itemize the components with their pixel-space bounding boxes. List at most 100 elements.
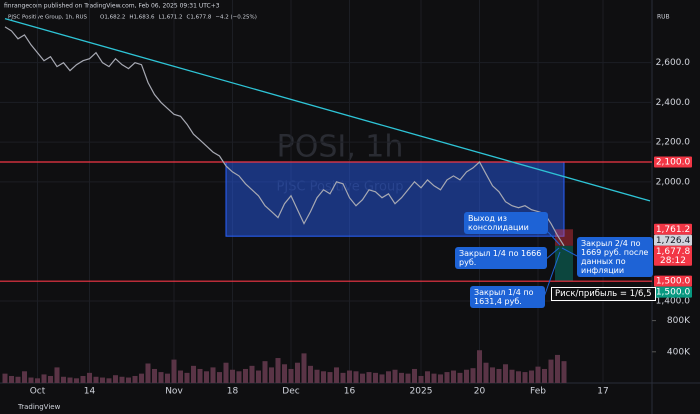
arrow	[543, 251, 561, 298]
volume-bar	[548, 359, 554, 383]
arrow	[561, 247, 578, 257]
volume-bar	[327, 372, 333, 383]
y-tick-label: 2,600.0	[656, 58, 691, 68]
ohlc-value: O1,682.2	[100, 15, 125, 21]
volume-bar	[425, 371, 430, 383]
volume-bar	[308, 365, 313, 383]
volume-bar	[191, 365, 196, 383]
volume-bar	[321, 371, 326, 383]
risk-reward: Риск/прибыль = 1/6,5	[551, 287, 656, 301]
volume-bar	[353, 371, 359, 383]
price-label: 1,500.0	[656, 288, 691, 298]
volume-bar	[35, 378, 40, 383]
volume-bar	[171, 359, 177, 383]
target-zone	[555, 245, 573, 282]
volume-bar	[386, 371, 391, 383]
volume-bar	[477, 350, 482, 383]
volume-bar	[522, 372, 528, 383]
currency: RUB	[657, 14, 670, 21]
volume-bar	[366, 372, 372, 383]
volume-bar	[61, 376, 66, 383]
volume-bar	[535, 366, 541, 383]
volume-bar	[470, 368, 476, 383]
ohlc-value: L1,671.2	[158, 15, 182, 21]
volume-bar	[41, 374, 47, 383]
volume-bar	[399, 372, 404, 383]
volume-bar	[132, 375, 138, 383]
volume-bar	[451, 370, 456, 383]
symbol: PJSC Positive Group, 1h, RUS	[8, 15, 88, 21]
volume-bar	[516, 371, 521, 383]
volume-bar	[165, 373, 170, 383]
volume-bar	[509, 369, 515, 383]
volume-bar	[262, 361, 268, 383]
volume-bar	[249, 365, 255, 383]
volume-bar	[457, 372, 463, 383]
volume-bar	[145, 363, 151, 383]
annotation: Закрыл 2/4 по 1669 руб. после данных по …	[577, 237, 653, 277]
volume-bar	[490, 367, 495, 383]
volume-bar	[28, 377, 34, 383]
volume-bar	[217, 372, 222, 383]
x-tick-label: Oct	[30, 387, 46, 397]
volume-bar	[282, 364, 287, 383]
y-tick-label: 2,400.0	[656, 98, 691, 108]
price-label-box	[654, 275, 692, 287]
price-label: 1,761.2	[656, 225, 690, 235]
x-tick-label: 20	[474, 387, 486, 397]
volume-bar	[139, 373, 144, 383]
x-tick-label: 14	[84, 387, 96, 397]
x-tick-label: 18	[227, 387, 239, 397]
annotation: Выход из консолидации	[464, 212, 548, 234]
ohlc-value: C1,677.8	[187, 15, 212, 21]
ohlc-value: −4.2 (−0.25%)	[215, 15, 256, 21]
price-label-box	[654, 245, 692, 266]
y-tick-label: 2,200.0	[656, 138, 691, 148]
volume-bar	[204, 371, 209, 383]
volume-bar	[210, 367, 216, 383]
volume-bar	[392, 369, 398, 383]
x-tick-label: Feb	[530, 387, 546, 397]
volume-bar	[412, 368, 417, 383]
watermark: POSI, 1h	[277, 130, 404, 165]
trendline	[4, 17, 651, 202]
annotation: Закрыл 1/4 по 1631,4 руб.	[470, 286, 545, 308]
price-label-box	[654, 286, 692, 298]
volume-bar	[15, 376, 21, 383]
volume-bar	[126, 377, 131, 383]
volume-bar	[2, 373, 8, 383]
volume-bar	[405, 373, 411, 383]
y2-tick-label: 400K	[667, 347, 691, 357]
x-tick-label: 2025	[410, 387, 433, 397]
volume-bar	[288, 368, 294, 383]
price-label: 1,677.8	[656, 247, 691, 257]
volume-bar	[301, 353, 307, 383]
volume-bar	[269, 367, 274, 383]
volume-bar	[87, 372, 92, 383]
volume-bar	[464, 369, 469, 383]
volume-bar	[561, 361, 567, 383]
volume-bar	[418, 375, 424, 383]
y2-tick-label: 800K	[667, 316, 691, 326]
volume-bar	[555, 354, 560, 383]
volume-bar	[483, 362, 489, 383]
x-tick-label: Dec	[282, 387, 299, 397]
volume-bar	[106, 378, 112, 383]
price-label: 1,500.0	[656, 277, 691, 287]
logo: TradingView	[17, 403, 61, 411]
ohlc-value: H1,683.6	[129, 15, 155, 21]
price-line	[4, 26, 565, 247]
volume-bar	[503, 364, 508, 383]
volume-bar	[152, 368, 157, 383]
volume-bar	[22, 371, 27, 383]
volume-bar	[230, 369, 235, 383]
volume-bar	[178, 370, 183, 383]
volume-bar	[158, 372, 164, 383]
volume-bar	[431, 373, 437, 383]
price-label-box	[654, 223, 692, 235]
x-tick-label: Nov	[165, 387, 183, 397]
price-label-box	[654, 156, 692, 168]
price-label: 2,100.0	[656, 157, 691, 167]
